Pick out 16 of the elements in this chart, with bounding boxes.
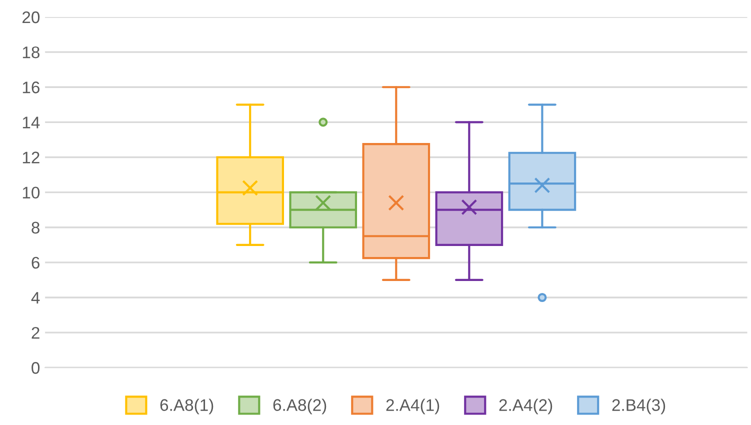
y-tick-label: 0: [32, 362, 40, 374]
y-tick-label: 4: [31, 292, 40, 304]
y-tick-label: 2: [32, 326, 40, 339]
y-tick-label: 10: [22, 186, 40, 199]
legend-label: 6.A8(2): [273, 398, 326, 414]
y-tick-label: 6: [32, 256, 40, 269]
y-tick-label: 8: [32, 222, 40, 234]
y-tick-label: 20: [22, 11, 40, 24]
legend-label: 2.A4(1): [386, 398, 440, 414]
legend-label: 6.A8(1): [160, 398, 214, 414]
legend-label: 2.B4(3): [612, 398, 666, 414]
legend-label: 2.A4(2): [499, 398, 552, 414]
y-tick-label: 12: [22, 152, 40, 164]
y-tick-label: 14: [22, 116, 40, 128]
y-tick-label: 18: [22, 46, 40, 58]
y-tick-label: 16: [22, 82, 40, 94]
